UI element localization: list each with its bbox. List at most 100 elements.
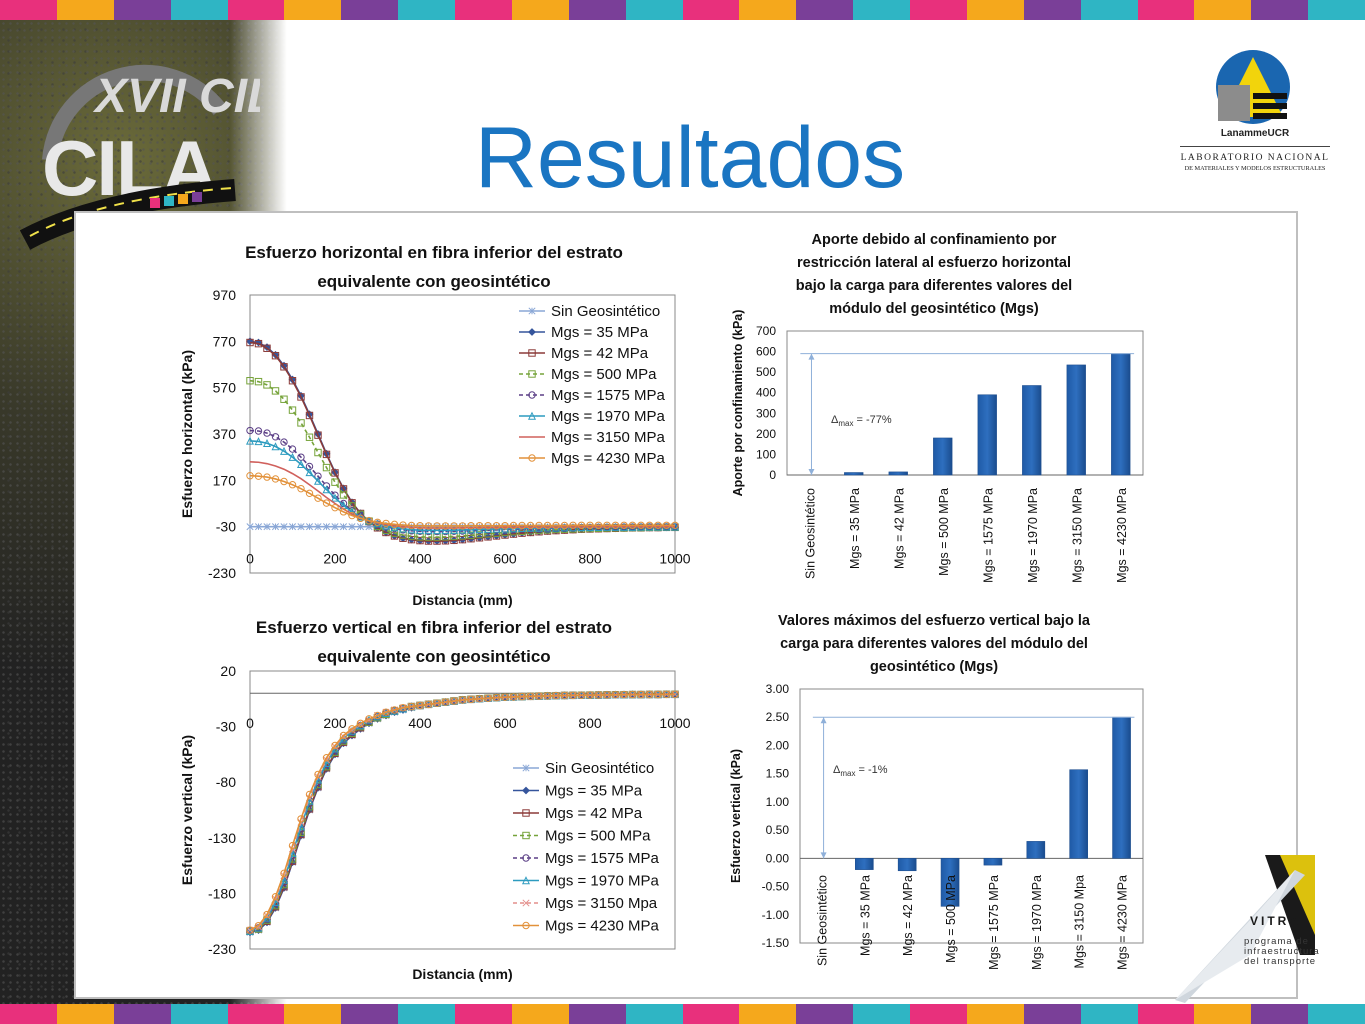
stripe-segment: [228, 0, 285, 20]
x-tick-label: 0: [246, 715, 254, 731]
y-tick-label: -230: [208, 941, 236, 957]
x-tick-label: 800: [578, 551, 602, 567]
bar: [1027, 841, 1045, 858]
legend-entry: Mgs = 42 MPa: [545, 805, 643, 822]
x-tick-label: 800: [578, 715, 602, 731]
stripe-segment: [171, 1004, 228, 1024]
legend-entry: Sin Geosintético: [551, 303, 660, 320]
y-tick-label: -1.50: [762, 936, 790, 950]
y-tick-label: 700: [756, 324, 776, 338]
y-axis-label: Aporte por confinamiento (kPa): [731, 310, 745, 497]
stripe-segment: [967, 0, 1024, 20]
y-tick-label: 0: [769, 468, 776, 482]
y-tick-label: 100: [756, 447, 776, 461]
chart-title-line: restricción lateral al esfuerzo horizont…: [797, 255, 1071, 271]
stripe-segment: [1081, 1004, 1138, 1024]
category-label: Mgs = 3150 Mpa: [1073, 875, 1087, 969]
legend-entry: Mgs = 3150 Mpa: [545, 895, 658, 912]
legend-entry: Mgs = 42 MPa: [551, 345, 649, 362]
x-tick-label: 600: [493, 551, 517, 567]
lanamme-label-line2: DE MATERIALES Y MODELOS ESTRUCTURALES: [1180, 165, 1330, 172]
y-tick-label: -1.00: [762, 908, 790, 922]
cila-logo-numeral: XVII CILA: [92, 70, 260, 123]
chart-title-line: Aporte debido al confinamiento por: [812, 232, 1057, 248]
legend-entry: Mgs = 4230 MPa: [551, 450, 665, 467]
bar: [978, 395, 997, 475]
vitra-name: VITRA: [1250, 914, 1301, 928]
x-tick-label: 0: [246, 551, 254, 567]
category-label: Mgs = 1970 MPa: [1026, 488, 1040, 583]
bar: [1113, 717, 1131, 858]
category-label: Mgs = 1970 MPa: [1030, 875, 1044, 970]
category-label: Mgs = 1575 MPa: [981, 488, 995, 583]
stripe-segment: [626, 1004, 683, 1024]
legend-entry: Mgs = 1575 MPa: [545, 850, 659, 867]
y-tick-label: -0.50: [762, 880, 790, 894]
stripe-segment: [1251, 0, 1308, 20]
y-tick-label: 2.50: [766, 710, 790, 724]
stripe-segment: [341, 0, 398, 20]
stripe-segment: [626, 0, 683, 20]
y-tick-label: 300: [756, 406, 776, 420]
bottom-color-stripe: [0, 1004, 1365, 1024]
bar: [984, 858, 1002, 865]
stripe-segment: [455, 0, 512, 20]
y-tick-label: 970: [213, 287, 237, 303]
category-label: Mgs = 35 MPa: [848, 488, 862, 569]
stripe-segment: [569, 0, 626, 20]
category-label: Mgs = 4230 MPa: [1116, 875, 1130, 970]
stripe-segment: [1024, 1004, 1081, 1024]
x-tick-label: 1000: [659, 551, 690, 567]
stripe-segment: [796, 0, 853, 20]
legend-entry: Mgs = 1970 MPa: [551, 408, 665, 425]
x-tick-label: 200: [323, 715, 347, 731]
chart-title-line: equivalente con geosintético: [317, 272, 550, 291]
legend-entry: Mgs = 4230 MPa: [545, 918, 659, 935]
charts-panel: Esfuerzo horizontal en fibra inferior de…: [74, 211, 1298, 999]
stripe-segment: [739, 0, 796, 20]
y-tick-label: -180: [208, 885, 236, 901]
chart-title-line: Esfuerzo horizontal en fibra inferior de…: [245, 243, 623, 262]
y-tick-label: 1.50: [766, 767, 790, 781]
y-tick-label: 0.50: [766, 823, 790, 837]
category-label: Mgs = 3150 MPa: [1070, 488, 1084, 583]
chart-title-line: módulo del geosintético (Mgs): [829, 301, 1039, 317]
bar: [844, 473, 863, 475]
vitra-text: programa de infraestructura del transpor…: [1244, 937, 1320, 967]
stripe-segment: [1251, 1004, 1308, 1024]
category-label: Sin Geosintético: [815, 875, 829, 966]
category-label: Mgs = 35 MPa: [858, 875, 872, 956]
stripe-segment: [967, 1004, 1024, 1024]
stripe-segment: [57, 1004, 114, 1024]
x-tick-label: 400: [408, 551, 432, 567]
stripe-segment: [853, 0, 910, 20]
stripe-segment: [1138, 1004, 1195, 1024]
plot-area: [787, 331, 1143, 475]
stripe-segment: [284, 0, 341, 20]
bar: [1070, 770, 1088, 859]
stripe-segment: [1308, 1004, 1365, 1024]
bar: [1022, 386, 1041, 475]
lanamme-name: LanammeUCR: [1180, 128, 1330, 139]
category-label: Mgs = 42 MPa: [892, 488, 906, 569]
category-label: Mgs = 500 MPa: [944, 875, 958, 963]
stripe-segment: [1308, 0, 1365, 20]
chart-title-line: equivalente con geosintético: [317, 647, 550, 666]
stripe-segment: [341, 1004, 398, 1024]
x-tick-label: 200: [323, 551, 347, 567]
stripe-segment: [114, 1004, 171, 1024]
stripe-segment: [1024, 0, 1081, 20]
stripe-segment: [512, 0, 569, 20]
stripe-segment: [683, 0, 740, 20]
stripe-segment: [910, 1004, 967, 1024]
lanamme-divider: [1180, 146, 1330, 147]
stripe-segment: [1138, 0, 1195, 20]
y-tick-label: 400: [756, 386, 776, 400]
y-tick-label: 0.00: [766, 851, 790, 865]
y-tick-label: 200: [756, 427, 776, 441]
legend-entry: Mgs = 35 MPa: [545, 783, 643, 800]
stripe-segment: [1194, 1004, 1251, 1024]
y-axis-label: Esfuerzo horizontal (kPa): [179, 350, 195, 518]
y-tick-label: -30: [216, 519, 236, 535]
x-tick-label: 1000: [659, 715, 690, 731]
